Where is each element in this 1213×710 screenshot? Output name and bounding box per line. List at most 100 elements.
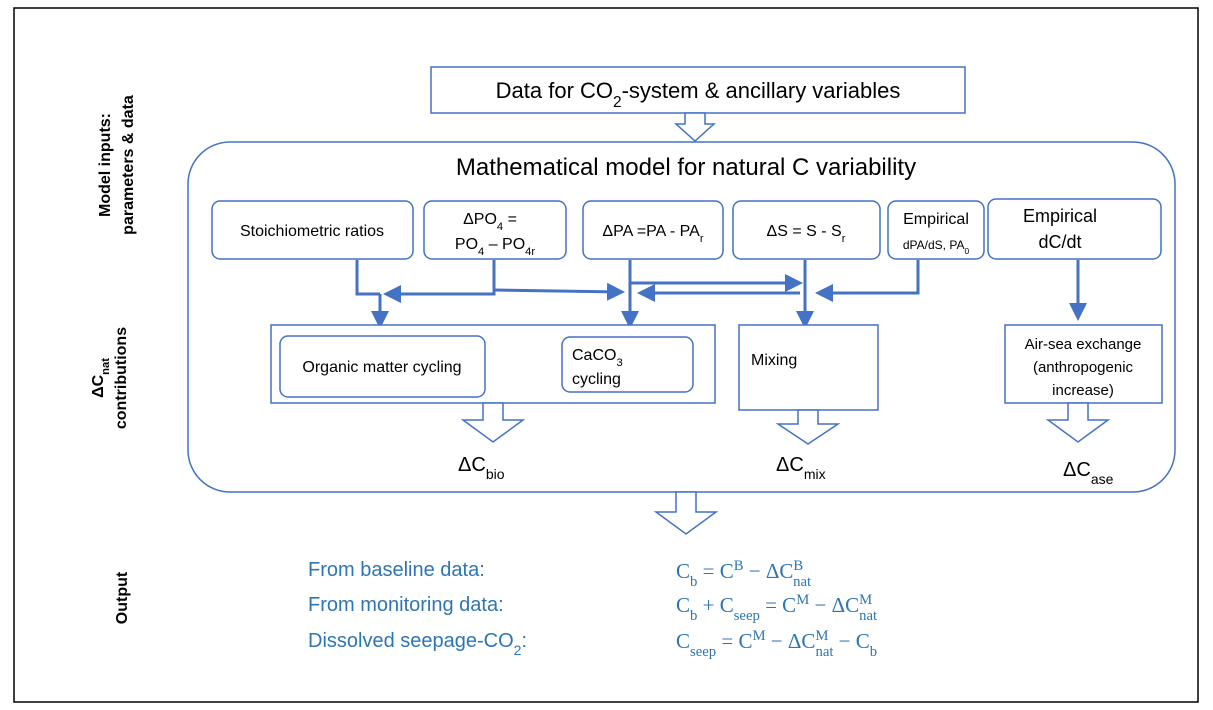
- text-part: − ΔC: [766, 629, 816, 653]
- connector: [355, 260, 380, 296]
- text-part: nat: [793, 574, 811, 590]
- process-label: (anthropogenic: [1033, 359, 1134, 376]
- output-label: Dissolved seepage-CO2:: [308, 630, 527, 658]
- process-label: Mixing: [751, 352, 797, 369]
- formula: Cb + Cseep = CM − ΔCM nat: [676, 592, 877, 624]
- text-part: nat: [815, 644, 833, 660]
- text-part: − ΔC: [809, 593, 859, 617]
- delta-label: ΔCase: [1063, 459, 1114, 487]
- arrow: [775, 409, 841, 445]
- process-label: CaCO3: [572, 347, 623, 369]
- output-label: From monitoring data:: [308, 594, 504, 616]
- process-label: Organic matter cycling: [302, 359, 461, 376]
- text-part: ΔPA =PA - PA: [602, 223, 700, 240]
- arrow: [1045, 402, 1111, 443]
- input-label: dC/dt: [1038, 232, 1081, 252]
- process-label: cycling: [572, 371, 621, 388]
- connector: Model inputs:: [97, 113, 114, 217]
- side-label: Model inputs:: [97, 113, 114, 217]
- input-box: [732, 200, 881, 260]
- delta-label: ΔCmix: [776, 454, 826, 482]
- text-part: M: [815, 628, 828, 644]
- input-box: [582, 200, 724, 260]
- text-part: = C: [760, 593, 796, 617]
- delta-label: ΔCbio: [458, 454, 505, 482]
- text-part: 4: [478, 246, 484, 258]
- text-part: = C: [716, 629, 752, 653]
- text-part: – PO: [484, 236, 525, 253]
- formula: Cseep = CM − ΔCM nat − Cb: [676, 628, 877, 660]
- connector: [383, 260, 496, 303]
- input-label: ΔPA =PA - PAr: [602, 223, 703, 245]
- text-part: b: [870, 644, 877, 660]
- formula: Cb = CB − ΔCB nat: [676, 558, 811, 590]
- input-label: dPA/dS, PA0: [903, 238, 970, 256]
- arrow: [674, 112, 716, 143]
- text-part: 4r: [525, 246, 535, 258]
- text-part: ΔC: [1063, 459, 1091, 481]
- text-part: − C: [833, 629, 869, 653]
- text-part: + C: [697, 593, 733, 617]
- connector: Output: [114, 571, 131, 624]
- input-label: ΔPO4 =: [463, 211, 517, 233]
- input-box: [887, 200, 985, 260]
- connector: parameters & data: [120, 95, 137, 235]
- text-part: M: [859, 592, 872, 608]
- text-part: ΔC: [90, 374, 107, 398]
- flow-lines: [355, 260, 1087, 329]
- text-part: :: [521, 630, 527, 652]
- text-part: C: [676, 593, 690, 617]
- side-label: ΔCnat: [90, 358, 112, 398]
- text-part: dPA/dS, PA: [903, 238, 965, 252]
- text-part: r: [700, 233, 704, 245]
- text-part: 3: [616, 357, 622, 369]
- text-part: C: [676, 629, 690, 653]
- text-part: − ΔC: [744, 559, 794, 583]
- text-part: 0: [964, 246, 969, 256]
- connector: contributions: [113, 327, 130, 429]
- input-box: [423, 200, 567, 260]
- text-part: PO: [455, 236, 478, 253]
- text-part: Dissolved seepage-CO: [308, 630, 514, 652]
- input-label: Empirical: [1023, 206, 1097, 226]
- input-label: PO4 – PO4r: [455, 236, 535, 258]
- side-label: contributions: [113, 327, 130, 429]
- output-label: From baseline data:: [308, 559, 485, 581]
- text-part: seep: [734, 608, 760, 624]
- arrow: [460, 402, 526, 443]
- side-label: Output: [114, 571, 131, 624]
- connector: [493, 282, 625, 301]
- input-label: ΔS = S - Sr: [767, 223, 846, 245]
- process-box: [279, 335, 486, 398]
- input-label: Stoichiometric ratios: [240, 223, 384, 240]
- input-box: [987, 198, 1162, 260]
- text-part: C: [676, 559, 690, 583]
- text-part: 2: [613, 94, 622, 111]
- text-part: seep: [690, 644, 716, 660]
- data-box-label: Data for CO2-system & ancillary variable…: [496, 78, 901, 111]
- text-part: bio: [486, 466, 505, 482]
- text-part: B: [734, 558, 744, 574]
- text-part: r: [842, 233, 846, 245]
- text-part: b: [690, 608, 697, 624]
- text-part: M: [752, 628, 765, 644]
- process-label: increase): [1052, 382, 1114, 399]
- model-title: Mathematical model for natural C variabi…: [456, 154, 916, 181]
- text-part: 4: [497, 221, 503, 233]
- input-box: [211, 200, 414, 260]
- text-part: B: [793, 558, 803, 574]
- text-part: =: [503, 211, 517, 228]
- text-part: = C: [697, 559, 733, 583]
- text-part: Data for CO: [496, 78, 613, 103]
- connector: ΔCnat: [90, 358, 112, 398]
- text-part: 2: [514, 642, 522, 658]
- connector: [815, 260, 920, 302]
- process-box: [561, 336, 694, 393]
- frame: [13, 7, 1199, 703]
- text-part: ΔPO: [463, 211, 497, 228]
- text-part: ΔS = S - S: [767, 223, 842, 240]
- text-part: nat: [100, 358, 112, 375]
- text-part: CaCO: [572, 347, 616, 364]
- arrow: [653, 491, 719, 535]
